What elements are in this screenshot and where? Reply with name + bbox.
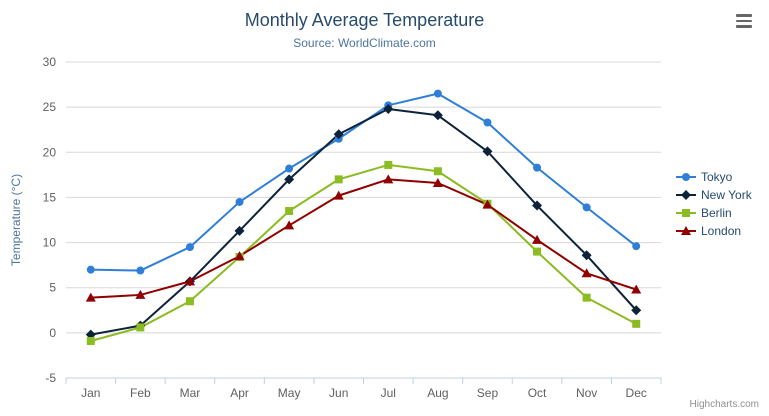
data-point-tokyo[interactable]	[185, 243, 194, 252]
x-axis-label: Jan	[81, 386, 100, 400]
y-axis-label: 0	[49, 326, 56, 340]
chart-title: Monthly Average Temperature	[244, 10, 485, 30]
data-point-berlin[interactable]	[334, 175, 343, 184]
data-point-london[interactable]	[482, 199, 493, 209]
data-point-london[interactable]	[631, 284, 642, 294]
x-axis-label: Jul	[381, 386, 396, 400]
data-point-london[interactable]	[284, 220, 295, 230]
data-point-new-york[interactable]	[432, 110, 443, 121]
series-line-london	[90, 178, 637, 299]
legend-symbol-london	[676, 226, 696, 235]
series-line-new-york	[90, 107, 637, 336]
legend-item-berlin[interactable]: Berlin	[676, 206, 752, 220]
legend-marker-tokyo[interactable]	[682, 173, 690, 181]
legend-marker-berlin[interactable]	[682, 209, 690, 217]
data-point-london[interactable]	[532, 234, 543, 244]
x-axis-label: Jun	[329, 386, 348, 400]
series-line-tokyo	[90, 92, 637, 272]
x-axis-label: Sep	[477, 386, 499, 400]
data-point-london[interactable]	[581, 268, 592, 278]
x-axis-label: Nov	[576, 386, 597, 400]
x-axis-label: Apr	[230, 386, 249, 400]
series-markers-london	[85, 174, 642, 302]
data-point-london[interactable]	[333, 190, 344, 200]
data-point-tokyo[interactable]	[533, 163, 542, 172]
y-axis-label: 5	[49, 281, 56, 295]
data-point-tokyo[interactable]	[86, 265, 95, 274]
data-point-tokyo[interactable]	[235, 197, 244, 206]
y-axis-label: 10	[43, 236, 57, 250]
x-axis-label: Aug	[427, 386, 448, 400]
data-point-london[interactable]	[432, 177, 443, 187]
data-point-new-york[interactable]	[383, 103, 394, 114]
legend-item-tokyo[interactable]: Tokyo	[676, 170, 752, 184]
data-point-new-york[interactable]	[333, 129, 344, 140]
data-point-london[interactable]	[135, 289, 146, 299]
data-point-new-york[interactable]	[284, 174, 295, 185]
data-point-london[interactable]	[184, 276, 195, 286]
legend-marker-london[interactable]	[681, 226, 691, 235]
data-point-berlin[interactable]	[433, 167, 442, 176]
data-point-new-york[interactable]	[532, 200, 543, 211]
y-axis-label: 15	[43, 190, 57, 204]
y-axis-title: Temperature (°C)	[9, 174, 23, 266]
data-point-berlin[interactable]	[185, 297, 194, 306]
data-point-berlin[interactable]	[582, 293, 591, 302]
data-point-berlin[interactable]	[533, 247, 542, 256]
data-point-tokyo[interactable]	[632, 242, 641, 251]
export-menu-button[interactable]	[733, 10, 759, 32]
hamburger-icon	[736, 14, 756, 28]
x-axis-label: Oct	[528, 386, 547, 400]
y-axis-label: 25	[43, 100, 57, 114]
data-point-berlin[interactable]	[632, 319, 641, 328]
data-point-london[interactable]	[383, 174, 394, 184]
legend-marker-new-york[interactable]	[681, 190, 691, 200]
x-axis-label: May	[278, 386, 301, 400]
legend-item-london[interactable]: London	[676, 224, 752, 238]
legend: Tokyo New York Berlin London	[676, 170, 752, 238]
y-axis-label: 30	[43, 55, 57, 69]
y-axis-label: 20	[43, 145, 57, 159]
data-point-london[interactable]	[234, 251, 245, 261]
y-axis-label: -5	[45, 371, 56, 385]
legend-label-tokyo: Tokyo	[701, 170, 733, 184]
legend-label-berlin: Berlin	[701, 206, 732, 220]
data-point-new-york[interactable]	[234, 225, 245, 236]
highcharts-credits-link[interactable]: Highcharts.com	[689, 399, 759, 410]
data-point-new-york[interactable]	[482, 146, 493, 157]
legend-symbol-new-york	[676, 190, 696, 200]
series-line-berlin	[90, 163, 637, 342]
data-point-tokyo[interactable]	[433, 89, 442, 98]
legend-item-new-york[interactable]: New York	[676, 188, 752, 202]
series-markers-tokyo	[86, 89, 641, 275]
legend-symbol-berlin	[676, 209, 696, 217]
data-point-tokyo[interactable]	[483, 118, 492, 127]
data-point-new-york[interactable]	[581, 250, 592, 261]
data-point-tokyo[interactable]	[582, 203, 591, 212]
data-point-berlin[interactable]	[285, 206, 294, 215]
data-point-tokyo[interactable]	[136, 266, 145, 275]
legend-symbol-tokyo	[676, 173, 696, 181]
data-point-tokyo[interactable]	[285, 164, 294, 173]
data-point-berlin[interactable]	[86, 336, 95, 345]
legend-label-london: London	[701, 224, 742, 238]
x-axis-label: Feb	[130, 386, 151, 400]
series-markers-new-york	[85, 103, 642, 340]
chart-subtitle: Source: WorldClimate.com	[293, 36, 436, 50]
x-axis-label: Dec	[626, 386, 647, 400]
x-axis-label: Mar	[180, 386, 201, 400]
data-point-new-york[interactable]	[631, 305, 642, 316]
data-point-berlin[interactable]	[136, 323, 145, 332]
legend-label-new-york: New York	[701, 188, 752, 202]
data-point-berlin[interactable]	[384, 160, 393, 169]
data-point-london[interactable]	[85, 292, 96, 302]
